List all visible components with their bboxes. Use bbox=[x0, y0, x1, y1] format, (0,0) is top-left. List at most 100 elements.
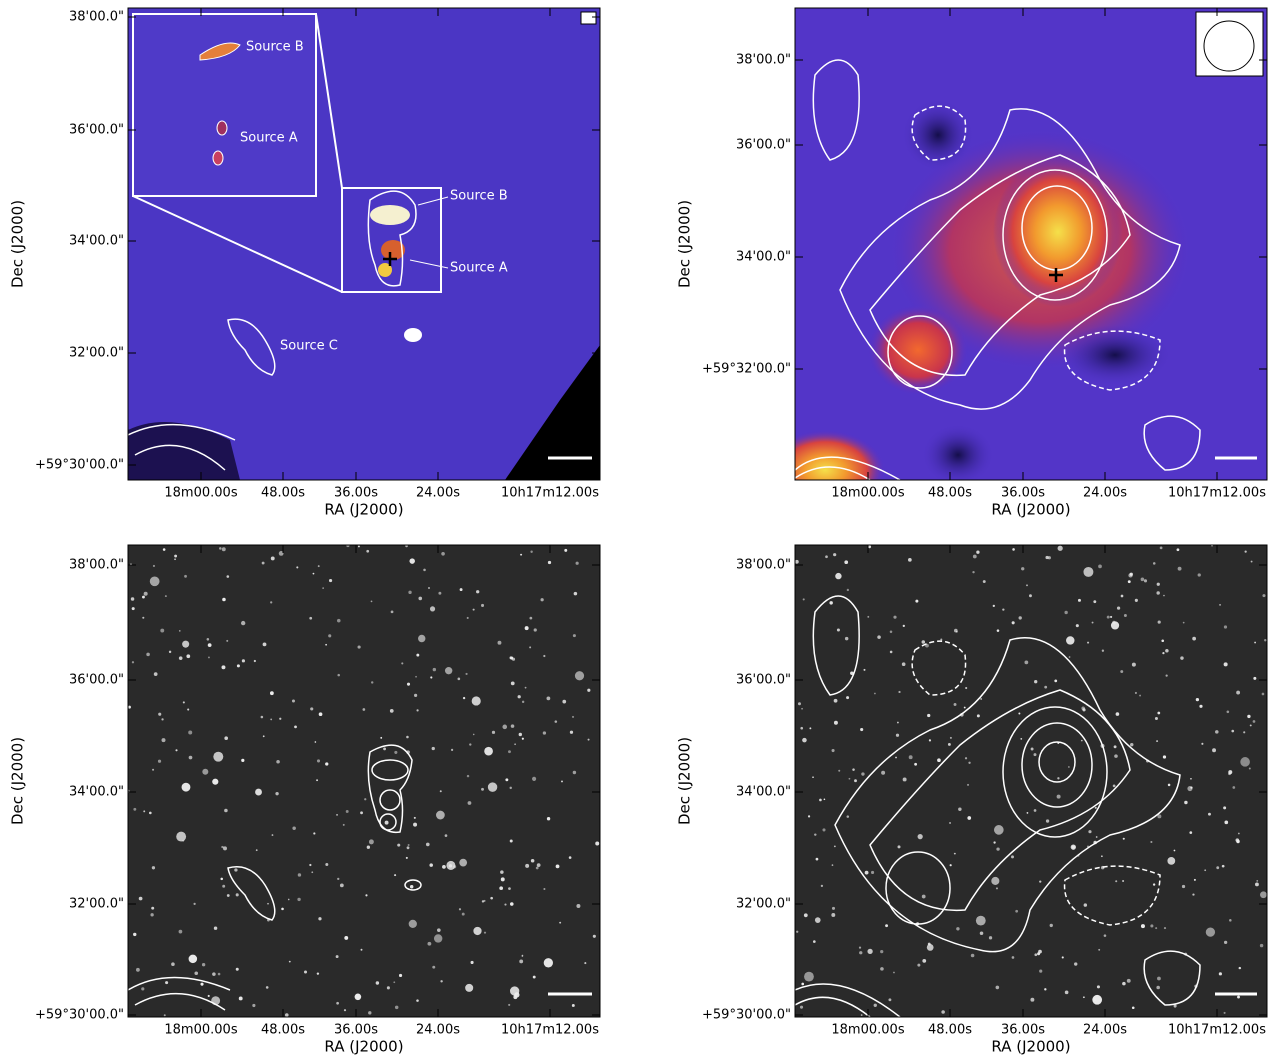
star bbox=[1229, 919, 1232, 922]
star bbox=[1047, 556, 1051, 560]
star bbox=[241, 758, 245, 763]
star bbox=[795, 559, 799, 564]
star bbox=[1064, 990, 1069, 995]
star bbox=[1131, 662, 1136, 667]
plot-frame bbox=[127, 544, 601, 1018]
star bbox=[846, 815, 850, 818]
star bbox=[908, 557, 912, 562]
star bbox=[992, 604, 995, 608]
star bbox=[222, 597, 226, 602]
star bbox=[1039, 880, 1042, 883]
star bbox=[1208, 812, 1211, 816]
star bbox=[1192, 893, 1195, 896]
y-tick-label: 38'00.0" bbox=[736, 53, 791, 68]
star bbox=[1159, 546, 1163, 550]
star bbox=[1066, 636, 1075, 645]
optical-image bbox=[128, 545, 600, 1017]
star bbox=[226, 894, 230, 897]
star bbox=[902, 777, 907, 782]
star bbox=[1238, 966, 1242, 970]
star bbox=[278, 551, 284, 556]
star bbox=[174, 558, 176, 561]
star bbox=[898, 690, 901, 694]
star bbox=[188, 730, 193, 735]
star bbox=[500, 870, 504, 874]
x-tick-label: 10h17m12.00s bbox=[1168, 486, 1266, 501]
star bbox=[408, 590, 412, 595]
star bbox=[893, 615, 897, 619]
star bbox=[1101, 649, 1105, 652]
star bbox=[380, 736, 383, 739]
star bbox=[1113, 745, 1117, 749]
star bbox=[504, 903, 507, 906]
star bbox=[234, 868, 238, 872]
star bbox=[1163, 927, 1167, 930]
star bbox=[972, 554, 977, 559]
star bbox=[131, 607, 135, 611]
x-tick-label: 48.00s bbox=[261, 1023, 305, 1038]
star bbox=[317, 565, 320, 568]
star bbox=[1115, 712, 1120, 716]
star bbox=[1021, 567, 1025, 571]
star bbox=[1092, 994, 1103, 1005]
star bbox=[525, 863, 530, 868]
star bbox=[1026, 584, 1028, 587]
star bbox=[433, 934, 443, 943]
star bbox=[1081, 706, 1085, 711]
x-tick-label: 18m00.00s bbox=[831, 1023, 904, 1038]
star bbox=[1204, 869, 1207, 872]
star bbox=[335, 955, 339, 959]
star bbox=[157, 759, 162, 763]
y-tick-label: +59°30'00.0" bbox=[35, 1008, 124, 1023]
star bbox=[431, 746, 435, 751]
star bbox=[1152, 883, 1156, 886]
star bbox=[325, 643, 327, 646]
star bbox=[212, 778, 219, 785]
star bbox=[937, 758, 941, 763]
star bbox=[366, 845, 371, 849]
star bbox=[165, 981, 169, 985]
star bbox=[901, 662, 906, 667]
star bbox=[831, 864, 834, 866]
star bbox=[867, 948, 873, 955]
star bbox=[292, 826, 296, 830]
star bbox=[128, 705, 131, 709]
star bbox=[858, 946, 862, 949]
star bbox=[415, 675, 417, 678]
star bbox=[801, 707, 803, 710]
star bbox=[1056, 794, 1061, 799]
star bbox=[1255, 882, 1259, 887]
star bbox=[908, 755, 913, 760]
star bbox=[427, 941, 432, 946]
star bbox=[212, 972, 216, 976]
star bbox=[1020, 737, 1023, 740]
star bbox=[1152, 562, 1156, 565]
star bbox=[569, 730, 574, 734]
y-tick-label: 36'00.0" bbox=[69, 673, 124, 688]
star bbox=[151, 866, 156, 870]
star bbox=[461, 912, 465, 916]
star bbox=[800, 726, 804, 730]
star bbox=[1228, 772, 1231, 776]
star bbox=[559, 921, 562, 924]
star bbox=[1250, 560, 1253, 563]
star bbox=[423, 568, 426, 572]
star bbox=[487, 782, 498, 792]
star bbox=[365, 894, 368, 897]
star bbox=[1087, 641, 1090, 644]
star bbox=[357, 545, 360, 548]
star bbox=[162, 548, 166, 551]
star bbox=[980, 698, 983, 700]
star bbox=[1232, 786, 1236, 789]
star bbox=[543, 958, 554, 968]
star bbox=[270, 556, 275, 561]
star bbox=[1093, 600, 1097, 604]
star bbox=[1223, 625, 1228, 629]
star bbox=[799, 1005, 804, 1009]
star bbox=[1064, 610, 1068, 615]
star bbox=[530, 858, 535, 863]
star bbox=[1150, 924, 1154, 928]
star bbox=[529, 616, 533, 620]
star bbox=[284, 1013, 289, 1017]
